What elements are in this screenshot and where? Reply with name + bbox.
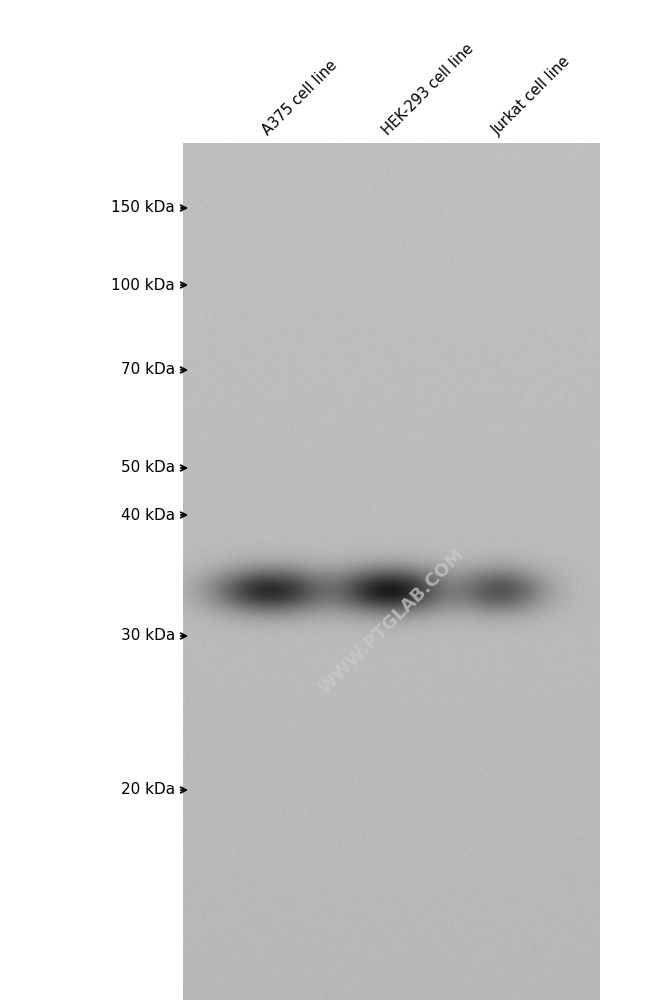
Text: HEK-293 cell line: HEK-293 cell line <box>380 41 476 138</box>
Text: 30 kDa: 30 kDa <box>121 629 175 643</box>
Text: 150 kDa: 150 kDa <box>111 201 175 216</box>
Text: Jurkat cell line: Jurkat cell line <box>489 53 574 138</box>
Text: 50 kDa: 50 kDa <box>121 461 175 476</box>
Text: 100 kDa: 100 kDa <box>111 277 175 292</box>
Text: 70 kDa: 70 kDa <box>121 363 175 378</box>
Text: A375 cell line: A375 cell line <box>259 57 340 138</box>
Text: WWW.PTGLAB.COM: WWW.PTGLAB.COM <box>315 545 468 698</box>
Text: 20 kDa: 20 kDa <box>121 782 175 797</box>
Text: 40 kDa: 40 kDa <box>121 507 175 522</box>
